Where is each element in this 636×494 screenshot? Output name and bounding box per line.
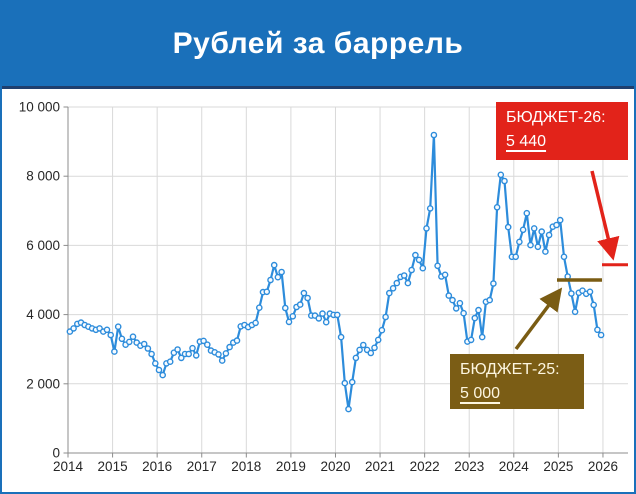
x-tick-label: 2015 bbox=[98, 459, 128, 474]
x-tick-label: 2019 bbox=[276, 459, 306, 474]
chart-area: 2014 2015 2016 2017 2018 2019 2020 2021 2022 2023… bbox=[2, 89, 634, 492]
axes bbox=[63, 106, 628, 458]
y-tick-label: 0 bbox=[52, 446, 60, 461]
x-tick-label: 2020 bbox=[320, 459, 350, 474]
budget-26-arrow bbox=[590, 170, 620, 261]
budget-25-value: 5 000 bbox=[460, 385, 501, 402]
y-tick-label: 2 000 bbox=[26, 376, 60, 391]
y-tick-label: 8 000 bbox=[26, 169, 60, 184]
x-tick-label: 2025 bbox=[543, 459, 573, 474]
y-tick-label: 4 000 bbox=[26, 307, 60, 322]
x-tick-label: 2026 bbox=[588, 459, 618, 474]
budget-25-callout: БЮДЖЕТ-25: 5 000 bbox=[450, 354, 584, 409]
page-title: Рублей за баррель bbox=[172, 27, 464, 60]
x-tick-label: 2014 bbox=[53, 459, 84, 474]
x-axis-labels: 2014 2015 2016 2017 2018 2019 2020 2021 2022 2023… bbox=[53, 459, 618, 474]
budget-25-arrow bbox=[514, 287, 563, 351]
x-tick-label: 2021 bbox=[365, 459, 395, 474]
x-tick-label: 2018 bbox=[231, 459, 261, 474]
x-tick-label: 2017 bbox=[187, 459, 217, 474]
budget-25-label: БЮДЖЕТ-25: bbox=[460, 361, 560, 378]
budget-26-callout: БЮДЖЕТ-26: 5 440 bbox=[496, 102, 628, 160]
y-tick-label: 10 000 bbox=[19, 100, 60, 115]
y-axis-labels: 0 2 000 4 000 6 000 8 000 10 000 bbox=[19, 100, 60, 461]
x-tick-label: 2016 bbox=[142, 459, 172, 474]
title-bar: Рублей за баррель bbox=[2, 2, 634, 89]
x-tick-label: 2022 bbox=[410, 459, 440, 474]
price-line-chart: 2014 2015 2016 2017 2018 2019 2020 2021 2022 2023… bbox=[19, 100, 628, 474]
x-tick-label: 2023 bbox=[454, 459, 484, 474]
y-tick-label: 6 000 bbox=[26, 238, 60, 253]
price-series-markers bbox=[66, 131, 605, 413]
budget-26-label: БЮДЖЕТ-26: bbox=[506, 109, 606, 126]
budget-26-value: 5 440 bbox=[506, 133, 547, 150]
x-tick-label: 2024 bbox=[499, 459, 530, 474]
